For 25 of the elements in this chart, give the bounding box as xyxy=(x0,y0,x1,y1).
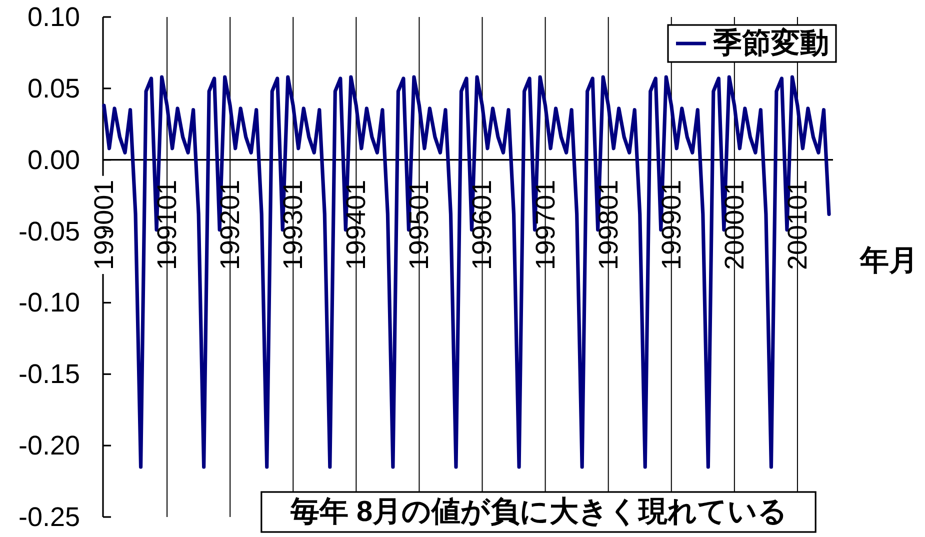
y-tick-label: -0.25 xyxy=(18,502,80,532)
note-box: 毎年 8月の値が負に大きく現れている xyxy=(260,491,816,533)
x-tick-label: 199801 xyxy=(593,180,624,270)
y-tick-label: 0.00 xyxy=(27,144,80,175)
x-tick-label: 199001 xyxy=(89,180,119,270)
x-tick-label: 199201 xyxy=(215,180,246,270)
y-tick-label: -0.15 xyxy=(18,359,80,390)
y-tick-label: -0.20 xyxy=(18,430,80,461)
x-tick-label: 199401 xyxy=(341,180,372,270)
x-tick-label: 200001 xyxy=(719,180,750,270)
x-tick-label: 199301 xyxy=(278,180,308,270)
legend-label: 季節変動 xyxy=(712,26,829,60)
x-axis-title: 年月 xyxy=(859,245,918,277)
x-tick-label: 200101 xyxy=(782,180,812,270)
annotation: 毎年 8月の値が負に大きく現れている xyxy=(289,496,788,528)
legend: 季節変動 xyxy=(667,24,837,63)
y-tick-label: 0.05 xyxy=(27,73,80,104)
y-tick-label: -0.10 xyxy=(18,288,80,318)
x-tick-label: 199601 xyxy=(467,180,498,270)
x-tick-label: 199701 xyxy=(530,180,560,270)
x-tick-label: 199101 xyxy=(152,180,182,270)
y-tick-label: -0.05 xyxy=(18,216,80,246)
y-tick-label: 0.10 xyxy=(27,2,80,32)
x-tick-label: 199901 xyxy=(656,180,686,270)
x-tick-label: 199501 xyxy=(404,180,434,270)
